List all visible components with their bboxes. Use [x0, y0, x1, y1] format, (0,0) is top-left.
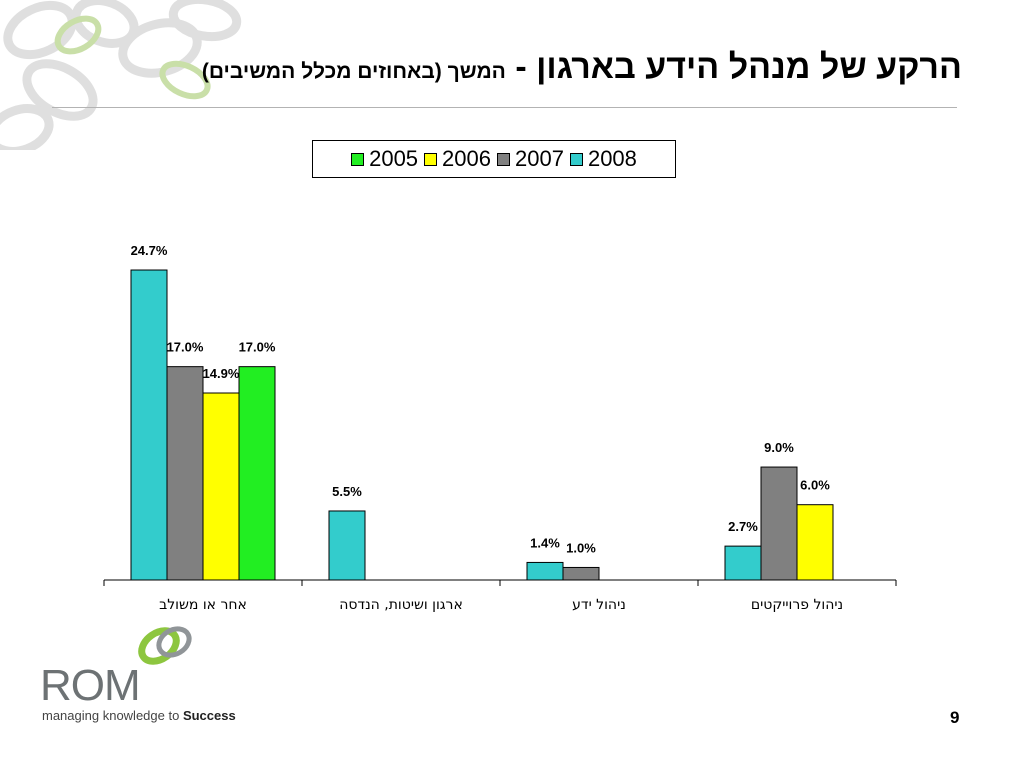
- legend-item-2008: 2008: [569, 146, 637, 172]
- category-label-1: ארגון ושיטות, הנדסה: [339, 597, 463, 613]
- bar-2008-3: [724, 545, 762, 581]
- legend-swatch-2006: [424, 152, 438, 166]
- bar-2007-2: [562, 566, 600, 581]
- bar-2006-0: [202, 392, 240, 581]
- legend-label-2006: 2006: [442, 146, 491, 171]
- data-label-2006-3: 6.0%: [800, 478, 830, 493]
- rom-brand-name: ROM: [40, 661, 141, 710]
- data-label-2008-0: 24.7%: [131, 243, 168, 258]
- bar-2005-0: [238, 366, 276, 581]
- bar-2006-3: [796, 504, 834, 581]
- legend-item-2006: 2006: [424, 146, 491, 172]
- bar-2008-2: [526, 561, 564, 581]
- data-label-2007-2: 1.0%: [566, 540, 596, 555]
- legend-label-2008: 2008: [587, 146, 637, 171]
- tagline-prefix: managing knowledge to: [42, 708, 183, 723]
- slide-title: הרקע של מנהל הידע בארגון - המשך (באחוזים…: [202, 48, 962, 87]
- chart-legend: 2005 2006 2007 2008: [312, 140, 676, 178]
- title-main: הרקע של מנהל הידע בארגון: [536, 48, 962, 86]
- rom-logo-icon: [138, 626, 192, 665]
- tagline-bold: Success: [182, 708, 236, 723]
- category-label-2: ניהול ידע: [572, 597, 626, 613]
- rom-tagline: managing knowledge to Success: [42, 708, 236, 723]
- data-label-2008-2: 1.4%: [530, 535, 560, 550]
- data-label-2007-0: 17.0%: [167, 340, 204, 355]
- background-swirl-decoration: [0, 0, 242, 150]
- title-divider: [52, 107, 957, 108]
- title-subtitle: המשך (באחוזים מכלל המשיבים): [201, 60, 506, 83]
- legend-swatch-2007: [497, 152, 510, 166]
- data-label-2007-3: 9.0%: [764, 440, 794, 455]
- title-separator: -: [505, 48, 537, 86]
- legend-swatch-2005: [351, 152, 365, 166]
- data-label-2008-3: 2.7%: [728, 519, 758, 534]
- bar-2008-1: [328, 510, 366, 581]
- legend-item-2007: 2007: [497, 146, 564, 172]
- page-number: 9: [950, 708, 960, 727]
- category-label-3: ניהול פרוייקטים: [751, 597, 843, 613]
- bar-2007-0: [166, 366, 204, 581]
- legend-label-2007: 2007: [515, 146, 564, 171]
- category-label-0: אחר או משולב: [159, 597, 247, 613]
- legend-item-2005: 2005: [351, 146, 418, 172]
- bar-2007-3: [760, 466, 798, 581]
- data-label-2006-0: 14.9%: [203, 366, 240, 381]
- bar-2008-0: [130, 269, 168, 581]
- legend-swatch-2008: [569, 152, 583, 166]
- data-label-2008-1: 5.5%: [332, 484, 362, 499]
- data-label-2005-0: 17.0%: [239, 340, 276, 355]
- legend-label-2005: 2005: [369, 146, 419, 171]
